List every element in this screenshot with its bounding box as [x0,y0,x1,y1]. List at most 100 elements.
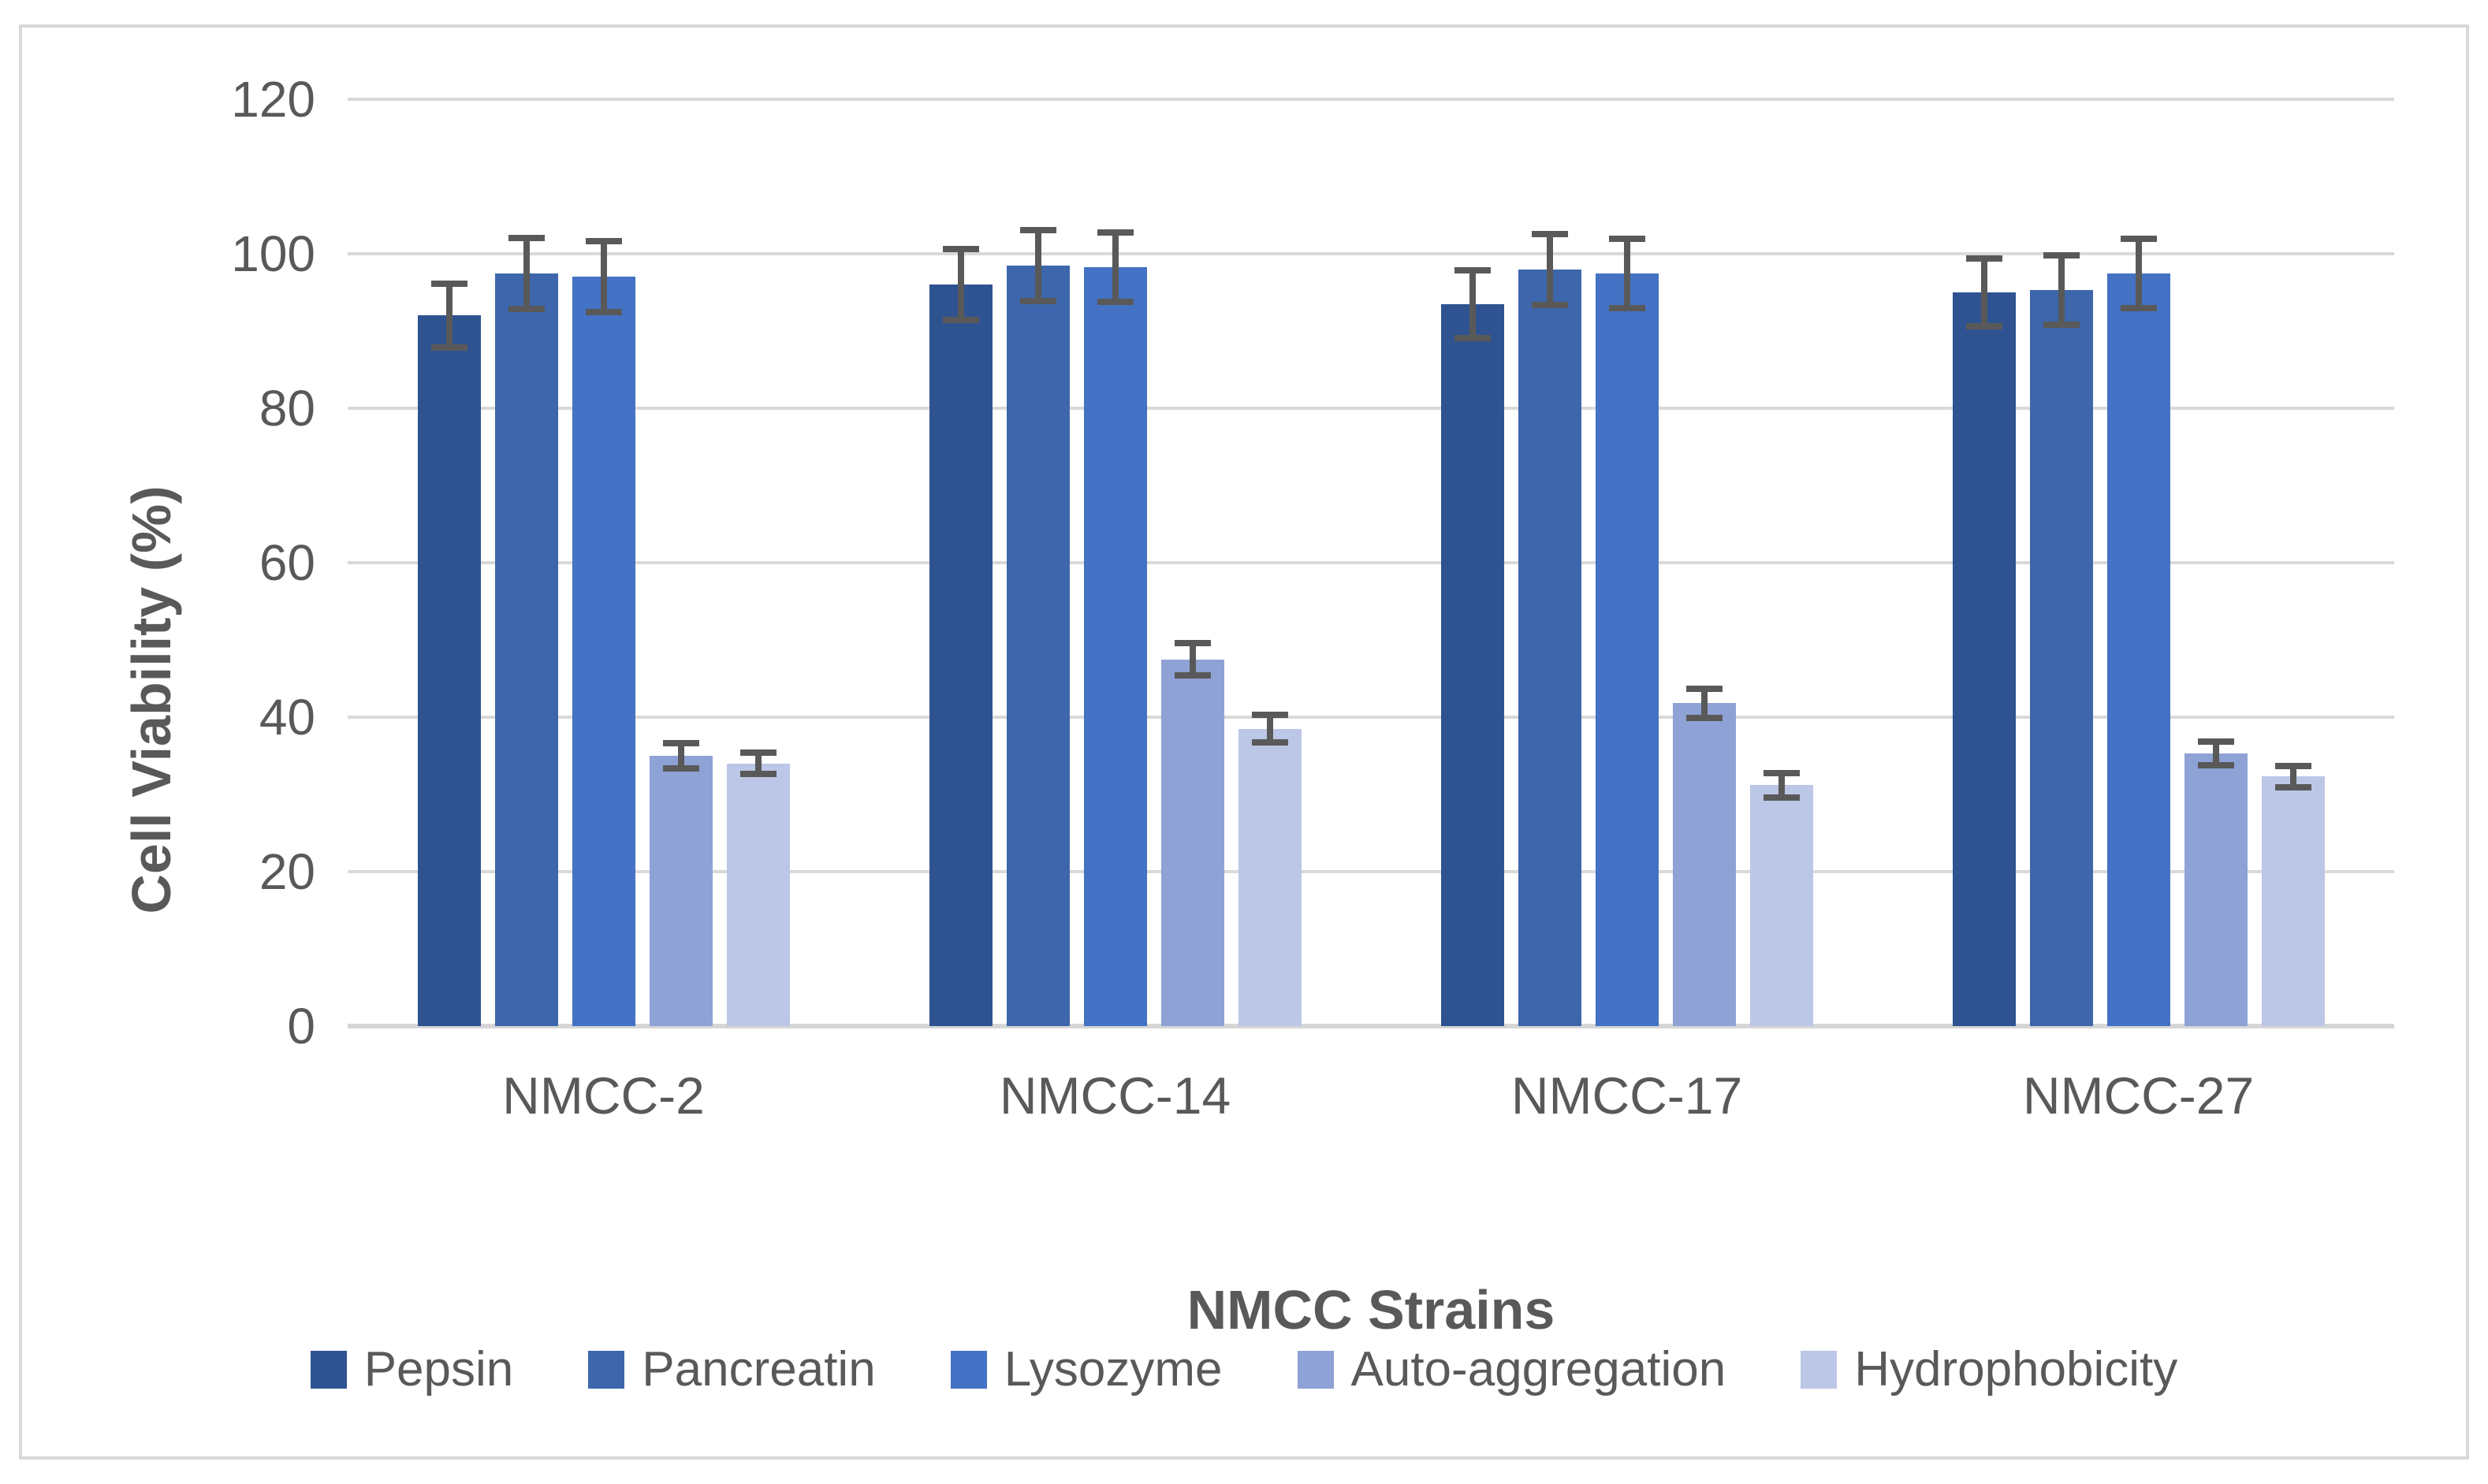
error-bar-line [1469,266,1476,341]
error-bar [1531,230,1568,308]
gridline [348,98,2394,101]
bar-auto-aggregation-nmcc-17 [1672,703,1736,1026]
gridline [348,716,2394,719]
error-bar [1763,769,1800,801]
bar-group-nmcc-27 [1883,99,2394,1026]
error-bar-line [1112,229,1119,305]
legend-label: Hydrophobicity [1854,1342,2178,1397]
bar-cell [1595,99,1659,1026]
plot-area [348,98,2394,1028]
bar-group-nmcc-14 [859,99,1371,1026]
error-bar-line [445,281,453,351]
error-bar-cap-top [2120,235,2157,242]
bar-lysozyme-nmcc-27 [2106,273,2170,1026]
error-bar-line [600,238,607,316]
error-bar [1685,685,1723,721]
error-bar-line [2289,762,2296,791]
error-bar-cap-bottom [1763,794,1800,801]
error-bar-line [1034,226,1041,304]
error-bar-line [1189,640,1196,679]
error-bar-cap-bottom [585,309,622,316]
legend-item-pepsin: Pepsin [310,1342,513,1397]
error-bar-cap-bottom [2043,322,2080,329]
error-bar-line [523,234,530,312]
error-bar [2274,762,2311,791]
error-bar-line [677,740,684,772]
error-bar-cap-bottom [1454,334,1491,341]
bar-cell [2261,99,2325,1026]
error-bar-cap-top [508,234,545,241]
bar-cell [929,99,993,1026]
error-bar-cap-top [2043,252,2080,259]
error-bar-cap-bottom [1251,739,1288,746]
error-bar-cap-top [1608,235,1645,242]
legend-swatch-icon [1297,1351,1334,1389]
bar-group-nmcc-2 [348,99,859,1026]
bar-cell [494,99,558,1026]
bar-hydrophobicity-nmcc-17 [1749,785,1813,1026]
error-bar-cap-bottom [739,771,777,778]
error-bar-cap-top [1454,266,1491,273]
error-bar-cap-bottom [2274,784,2311,791]
bar-cell [417,99,481,1026]
error-bar [1019,226,1056,304]
y-axis-tick-label: 0 [287,998,315,1054]
error-bar-cap-top [1531,230,1568,237]
bar-cell [572,99,635,1026]
y-axis-tick-label: 60 [259,534,315,591]
bar-auto-aggregation-nmcc-2 [649,756,713,1026]
legend-label: Lysozyme [1004,1342,1223,1397]
bar-groups [348,99,2394,1026]
error-bar-line [2212,738,2219,768]
bar-cell [726,99,790,1026]
error-bar-line [2135,235,2142,311]
bar-pepsin-nmcc-2 [417,315,481,1026]
bar-cell [1518,99,1581,1026]
error-bar-cap-bottom [1685,714,1723,721]
y-axis-tick-label: 40 [259,689,315,746]
x-axis-category-labels: NMCC-2 NMCC-14 NMCC-17 NMCC-27 [348,1066,2394,1125]
error-bar-line [2058,252,2065,329]
x-axis-title: NMCC Strains [1186,1279,1555,1341]
bar-cell [1952,99,2016,1026]
error-bar [1097,229,1134,305]
x-axis-category-label-nmcc-2: NMCC-2 [502,1066,705,1125]
error-bar-line [1266,712,1273,746]
x-axis-category-label-nmcc-17: NMCC-17 [1510,1066,1743,1125]
gridline [348,870,2394,873]
bar-pancreatin-nmcc-14 [1006,265,1070,1026]
error-bar-cap-top [585,238,622,245]
legend-item-lysozyme: Lysozyme [950,1342,1223,1397]
bar-group-nmcc-17 [1371,99,1883,1026]
bar-pancreatin-nmcc-27 [2029,290,2093,1026]
bar-pancreatin-nmcc-2 [494,273,558,1026]
bar-pancreatin-nmcc-17 [1518,269,1581,1026]
error-bar-cap-top [1965,255,2002,262]
legend-swatch-icon [950,1351,987,1389]
error-bar-cap-top [1019,226,1056,233]
x-axis-line [348,1024,2394,1028]
bar-lysozyme-nmcc-14 [1083,266,1147,1026]
error-bar [2197,738,2234,768]
bar-lysozyme-nmcc-17 [1595,273,1659,1026]
error-bar-cap-bottom [430,344,467,351]
error-bar-cap-top [662,740,699,747]
error-bar-line [1980,255,1987,330]
error-bar [2120,235,2157,311]
legend-swatch-icon [588,1351,625,1389]
error-bar-cap-bottom [1608,304,1645,311]
bar-hydrophobicity-nmcc-2 [726,763,790,1026]
bar-cell [1006,99,1070,1026]
y-axis-tick-label: 80 [259,380,315,437]
bar-pepsin-nmcc-27 [1952,292,2016,1026]
bar-cell [2029,99,2093,1026]
bar-auto-aggregation-nmcc-27 [2184,753,2248,1026]
y-axis-tick-label: 20 [259,843,315,900]
error-bar-cap-bottom [1531,301,1568,308]
bar-cell [2106,99,2170,1026]
error-bar-cap-top [1174,640,1211,646]
legend-label: Auto-aggregation [1350,1342,1726,1397]
x-axis-category-label-nmcc-14: NMCC-14 [999,1066,1231,1125]
error-bar-cap-bottom [2197,761,2234,768]
